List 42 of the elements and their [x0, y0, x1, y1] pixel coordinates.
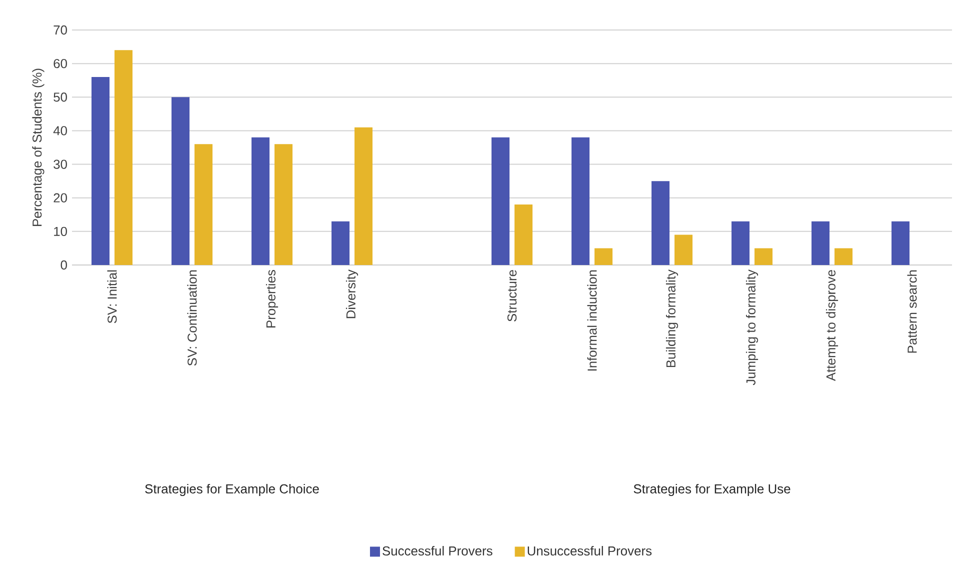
bar: [514, 204, 533, 265]
text: Strategies for Example Choice: [145, 484, 319, 496]
bar: [194, 144, 213, 265]
bar: [732, 221, 750, 265]
bar: [274, 144, 293, 265]
bar: [834, 248, 853, 265]
y-tick-label: 40: [53, 126, 67, 136]
y-tick-label: 30: [54, 160, 67, 169]
text: Strategies for Example Use: [634, 484, 790, 496]
legend-label: Unsuccessful Provers: [528, 546, 652, 556]
bar: [114, 50, 133, 265]
x-tick-label: SV: Continuation: [187, 270, 197, 366]
bar: [572, 137, 590, 265]
x-tick-label: Jumping to formality: [746, 270, 758, 386]
bar: [92, 76, 110, 265]
bar: [812, 221, 830, 265]
x-tick-label: Diversity: [346, 270, 358, 318]
bar: [674, 234, 693, 265]
x-tick-label: Pattern search: [907, 270, 917, 353]
y-axis-title: Percentage of Students (%): [32, 68, 44, 226]
x-tick-label: SV: Initial: [107, 270, 117, 324]
bar: [354, 127, 373, 265]
bar: [332, 221, 350, 265]
y-tick-label: 10: [54, 226, 67, 236]
legend-label: Successful Provers: [382, 546, 492, 556]
x-tick-label: Attempt to disprove: [826, 270, 838, 382]
y-tick-label: 20: [54, 193, 67, 202]
x-tick-label: Informal induction: [587, 270, 597, 371]
bar: [892, 221, 910, 265]
y-tick-label: 60: [54, 58, 67, 68]
x-tick-label: Structure: [507, 270, 517, 322]
x-tick-label: Properties: [266, 270, 278, 328]
bar: [754, 248, 773, 265]
x-tick-label: Building formality: [666, 270, 678, 368]
y-tick-label: 0: [60, 260, 67, 270]
y-tick-label: 50: [54, 92, 67, 102]
bar: [492, 137, 510, 265]
bar: [172, 97, 190, 265]
bar: [652, 181, 670, 265]
y-tick-label: 70: [54, 25, 67, 35]
bar: [252, 137, 270, 265]
bar: [594, 248, 613, 265]
